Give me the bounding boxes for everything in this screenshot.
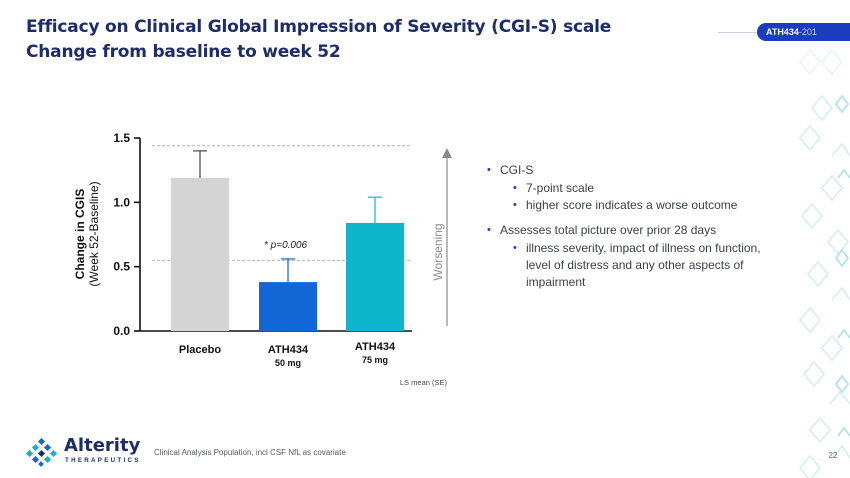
y-tick-label: 0.0 (113, 324, 130, 338)
logo-dots-icon (25, 437, 58, 467)
population-footnote: Clinical Analysis Population, incl CSF N… (154, 448, 346, 457)
alterity-logo: Alterity THERAPEUTICS (25, 435, 150, 467)
study-tag-study: -201 (798, 27, 817, 37)
slide-title: Efficacy on Clinical Global Impression o… (26, 15, 611, 65)
study-tag-drug: ATH434 (766, 27, 799, 37)
y-tick-label: 1.0 (113, 195, 130, 209)
worsening-arrow (442, 148, 452, 326)
logo-subtitle: THERAPEUTICS (65, 457, 141, 464)
bullet-assesses-text: Assesses total picture over prior 28 day… (500, 223, 717, 237)
bars (171, 177, 404, 331)
sub-bullet-higher-score: higher score indicates a worse outcome (513, 197, 767, 214)
worsening-label: Worsening (431, 223, 445, 280)
cgis-bar-chart: Change in CGIS (Week 52-Baseline) 0.0 0.5… (73, 131, 452, 387)
study-tag: ATH434 -201 (757, 23, 850, 41)
x-tick-label: ATH434 (268, 344, 309, 356)
y-tick-label: 0.5 (113, 260, 130, 274)
x-axis-labels: Placebo ATH434 50 mg ATH434 75 mg (179, 341, 396, 368)
sub-bullet-7-point: 7-point scale (513, 180, 767, 197)
x-tick-label: Placebo (179, 344, 221, 356)
x-tick-sublabel: 75 mg (362, 355, 388, 365)
sub-bullet-illness-severity: illness severity, impact of illness on f… (513, 240, 767, 291)
x-tick-sublabel: 50 mg (275, 358, 301, 368)
title-line-2: Change from baseline to week 52 (26, 42, 341, 62)
error-bars (193, 150, 382, 283)
page-number: 22 (828, 451, 838, 460)
y-tick-label: 1.5 (113, 131, 130, 145)
chart-axes: 0.0 0.5 1.0 1.5 (113, 131, 412, 338)
bar (346, 222, 404, 331)
x-tick-label: ATH434 (355, 341, 396, 353)
bullet-cgis: CGI-S 7-point scale higher score indicat… (487, 162, 767, 214)
bullet-assesses: Assesses total picture over prior 28 day… (487, 222, 767, 291)
y-axis-label-line-1: Change in CGIS (73, 189, 87, 280)
y-axis-label: Change in CGIS (Week 52-Baseline) (73, 181, 101, 286)
bar (171, 177, 229, 331)
bar (259, 282, 317, 331)
title-line-1: Efficacy on Clinical Global Impression o… (26, 17, 612, 37)
logo-name: Alterity (64, 435, 141, 456)
bullet-cgis-text: CGI-S (500, 163, 534, 177)
significance-annotation: * p=0.006 (264, 240, 308, 251)
y-axis-label-line-2: (Week 52-Baseline) (87, 181, 101, 286)
cgis-bullet-list: CGI-S 7-point scale higher score indicat… (487, 162, 767, 299)
chain-pattern-decoration (798, 48, 850, 478)
arrow-head-icon (442, 148, 452, 158)
tag-divider (718, 32, 758, 33)
ls-mean-note: LS mean (SE) (400, 378, 448, 387)
